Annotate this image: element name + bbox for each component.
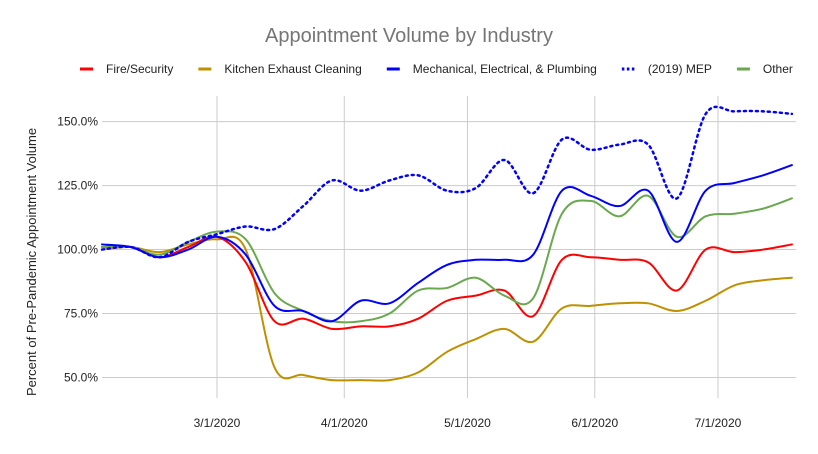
legend-label: Kitchen Exhaust Cleaning (224, 62, 361, 76)
legend-item: Mechanical, Electrical, & Plumbing (386, 62, 597, 76)
legend-label: Mechanical, Electrical, & Plumbing (413, 62, 597, 76)
y-tick-label: 150.0% (57, 115, 98, 129)
chart-series (100, 105, 794, 382)
x-tick-label: 6/1/2020 (571, 416, 618, 430)
series-line-other (101, 194, 793, 324)
y-tick-label: 125.0% (57, 179, 98, 193)
chart-grid (102, 96, 796, 398)
legend-item: Other (736, 62, 793, 76)
legend-item: Fire/Security (80, 62, 173, 76)
legend-label: Fire/Security (106, 62, 173, 76)
series-line-mechanical-electrical-plumbing (101, 164, 793, 323)
legend-label: Other (763, 62, 793, 76)
series-line-fire-security (101, 235, 793, 331)
y-tick-label: 50.0% (64, 371, 98, 385)
legend-item: (2019) MEP (621, 62, 712, 76)
x-tick-label: 5/1/2020 (444, 416, 491, 430)
x-tick-label: 4/1/2020 (321, 416, 368, 430)
y-tick-label: 100.0% (57, 243, 98, 257)
legend-label: (2019) MEP (648, 62, 712, 76)
y-tick-label: 75.0% (64, 307, 98, 321)
x-tick-label: 3/1/2020 (194, 416, 241, 430)
y-axis-label: Percent of Pre-Pandemic Appointment Volu… (24, 128, 39, 396)
series-line-kitchen-exhaust-cleaning (101, 235, 793, 382)
legend-item: Kitchen Exhaust Cleaning (198, 62, 362, 76)
chart-legend: Fire/Security Kitchen Exhaust Cleaning Mec… (80, 62, 793, 76)
series-line-2019-mep (100, 105, 794, 259)
chart-title: Appointment Volume by Industry (265, 25, 553, 47)
chart-ticks: 50.0% 75.0% 100.0% 125.0% 150.0% 3/1/2020 4/1/… (57, 115, 741, 430)
x-tick-label: 7/1/2020 (695, 416, 742, 430)
